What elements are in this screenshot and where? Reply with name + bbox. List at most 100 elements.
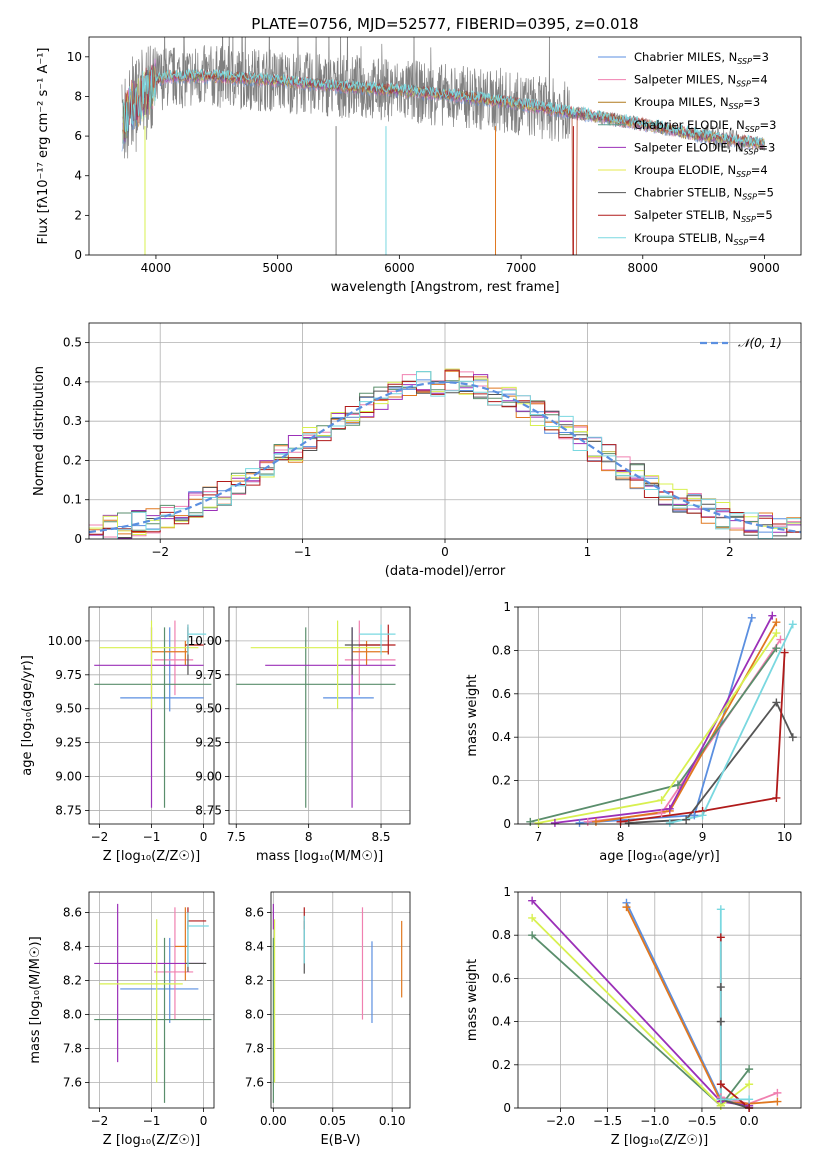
y-tick-label: 9.25 (55, 736, 82, 750)
y-tick-label: 8.6 (63, 905, 82, 919)
y-tick-label: 8.2 (245, 973, 264, 987)
y-tick-label: 8.75 (55, 803, 82, 817)
plot-frame (517, 891, 802, 1109)
weight-line (628, 700, 794, 824)
x-tick-label: 9000 (749, 261, 780, 275)
legend-value: =5 (756, 208, 773, 222)
y-tick-label: 9.00 (55, 770, 82, 784)
weight-marker (772, 644, 781, 653)
plot-frame (270, 891, 411, 1109)
y-tick-label: 9.00 (195, 770, 222, 784)
legend-entry: Chabrier ELODIE, NSSP=3 (634, 118, 776, 134)
x-tick-label: −2.0 (546, 1114, 575, 1128)
legend-subscript: SSP (736, 80, 751, 89)
x-tick-label: 6000 (384, 261, 415, 275)
y-tick-label: 8.6 (245, 905, 264, 919)
legend-entry: 𝒩(0, 1) (738, 336, 782, 350)
x-tick-label: 5000 (262, 261, 293, 275)
weight-line (530, 647, 778, 823)
y-tick-label: 9.25 (195, 736, 222, 750)
model-spectrum-line (123, 68, 765, 147)
weight-marker (528, 931, 537, 940)
weight-marker (745, 1080, 754, 1089)
y-axis-label: Flux [fλ10⁻¹⁷ erg cm⁻² s⁻¹ A⁻¹] (36, 48, 51, 245)
plot-frame (88, 322, 802, 540)
weight-marker (616, 817, 625, 826)
weight-marker (716, 1095, 725, 1104)
histogram-step (89, 371, 801, 539)
legend-subscript: SSP (737, 57, 752, 66)
plot-body (121, 37, 765, 255)
legend-value: =4 (751, 163, 768, 177)
y-tick-label: 10 (67, 50, 82, 64)
normal-curve (89, 381, 801, 534)
weight-marker (772, 629, 781, 638)
x-tick-label: 7.5 (227, 830, 246, 844)
legend-entry: Salpeter ELODIE, NSSP=3 (634, 140, 775, 156)
weight-marker (690, 811, 699, 820)
legend-value: =3 (758, 140, 775, 154)
x-tick-label: 8.5 (371, 830, 390, 844)
weight-marker (772, 793, 781, 802)
y-axis-label: Normed distribution (32, 366, 47, 496)
legend-label: Chabrier STELIB, N (634, 186, 742, 200)
y-tick-label: 0 (503, 1101, 511, 1115)
legend-subscript: SSP (745, 125, 760, 134)
weight-marker (772, 698, 781, 707)
y-tick-label: 8.0 (63, 1007, 82, 1021)
weight-line (669, 624, 794, 824)
weight-marker (716, 905, 725, 914)
x-tick-label: 0.05 (319, 1114, 346, 1128)
y-tick-label: 8.75 (195, 803, 222, 817)
y-tick-label: 0.8 (492, 643, 511, 657)
y-tick-label: 7.6 (63, 1075, 82, 1089)
y-tick-label: 0 (74, 532, 82, 546)
y-tick-label: 0 (503, 817, 511, 831)
x-axis-label: wavelength [Angstrom, rest frame] (331, 280, 560, 295)
y-tick-label: 0.4 (63, 375, 82, 389)
x-axis-label: (data-model)/error (385, 564, 506, 579)
weight-line (719, 909, 750, 1101)
weight-line (625, 906, 778, 1105)
plot-mass_vs_ebv: 0.00 0.05 0.10 7.6 7.8 8.0 8.2 8.4 8.6 E(B-V) (245, 891, 411, 1148)
y-axis-label: mass [log₁₀(M/M☉)] (28, 936, 43, 1063)
weight-marker (575, 818, 584, 827)
weight-marker (716, 1017, 725, 1026)
y-tick-label: 8.4 (63, 939, 82, 953)
x-tick-label: −1 (143, 1114, 161, 1128)
x-tick-label: 10 (777, 830, 792, 844)
legend-subscript: SSP (744, 147, 759, 156)
plot-frame (88, 891, 215, 1109)
x-tick-label: −1.5 (593, 1114, 622, 1128)
weight-marker (665, 804, 674, 813)
y-axis-label: age [log₁₀(age/yr)] (20, 655, 35, 776)
plot-body (530, 615, 794, 824)
y-axis-label: mass weight (465, 674, 480, 756)
legend-subscript: SSP (736, 170, 751, 179)
weight-marker (550, 818, 559, 827)
x-tick-label: 0.00 (260, 1114, 287, 1128)
x-tick-label: 1 (584, 545, 592, 559)
x-tick-label: 9 (699, 830, 707, 844)
weight-marker (772, 618, 781, 627)
legend-label: Kroupa STELIB, N (634, 231, 734, 245)
plot-body (94, 620, 212, 808)
weight-marker (745, 1095, 754, 1104)
legend-subscript: SSP (741, 215, 756, 224)
y-tick-label: 8.4 (245, 939, 264, 953)
x-tick-label: 7000 (506, 261, 537, 275)
weight-marker (534, 818, 543, 827)
legend-label: Chabrier ELODIE, N (634, 118, 745, 132)
x-tick-label: 8000 (628, 261, 659, 275)
x-tick-label: 4000 (141, 261, 172, 275)
weight-marker (622, 903, 631, 912)
y-tick-label: 6 (74, 129, 82, 143)
legend-value: =4 (751, 73, 768, 87)
weight-marker (528, 913, 537, 922)
weight-marker (780, 648, 789, 657)
y-tick-label: 0.6 (492, 971, 511, 985)
x-tick-label: 0 (200, 830, 208, 844)
weight-line (538, 632, 778, 824)
legend-label: Salpeter STELIB, N (634, 208, 741, 222)
